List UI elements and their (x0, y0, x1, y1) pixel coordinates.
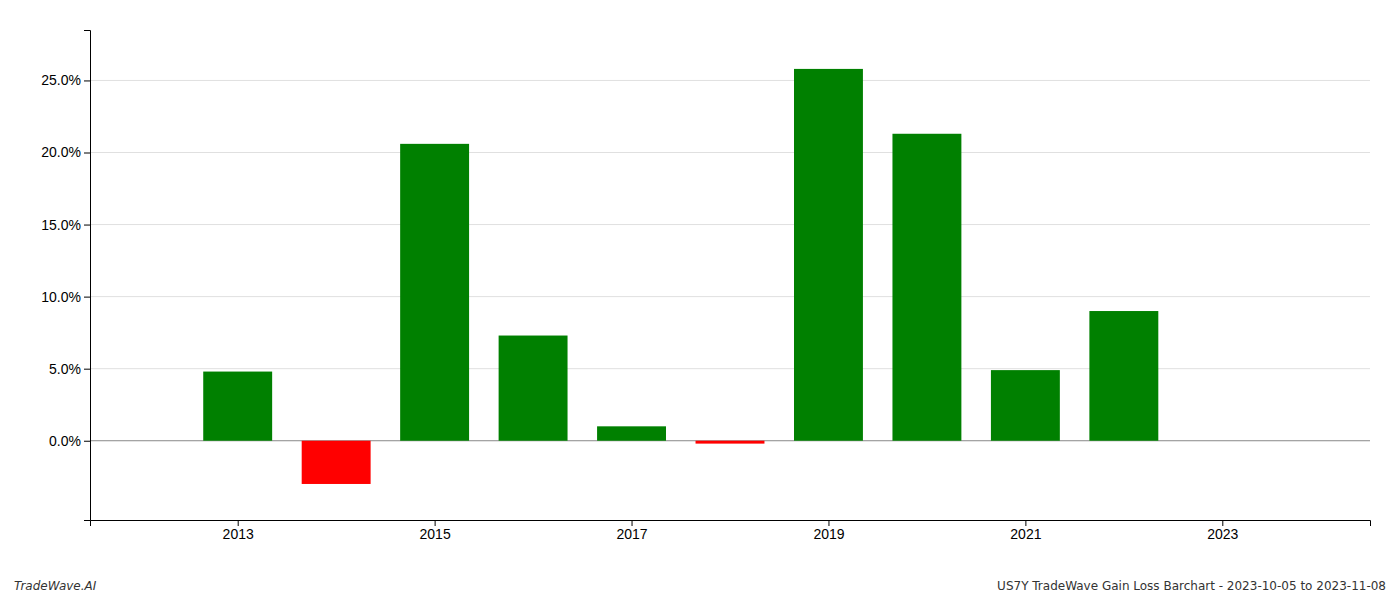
x-tick-label: 2013 (223, 526, 254, 542)
grid-line (90, 368, 1370, 369)
x-tick-label: 2015 (420, 526, 451, 542)
grid-line (90, 224, 1370, 225)
y-tick-mark (84, 225, 90, 226)
bar (1089, 311, 1158, 441)
x-tick: 2019 (813, 520, 844, 542)
bar (400, 144, 469, 441)
x-axis: 2013 2015 2017 2019 2021 2023 (91, 520, 1371, 542)
y-tick-label: 10.0% (41, 289, 81, 305)
y-tick-mark (84, 297, 90, 298)
y-tick-mark (84, 369, 90, 370)
x-axis-line (91, 521, 1371, 527)
bar (302, 441, 371, 484)
chart: 0.0% 5.0% 10.0% 15.0% 20.0% 25.0% 2013 2015 2017… (0, 0, 1400, 600)
y-tick-label: 0.0% (49, 433, 81, 449)
y-tick-mark (84, 80, 90, 81)
x-tick-label: 2017 (616, 526, 647, 542)
y-axis-line (84, 31, 91, 521)
y-tick: 0.0% (49, 433, 90, 449)
grid-line (90, 80, 1370, 81)
bar (597, 426, 666, 440)
x-tick: 2017 (616, 520, 647, 542)
x-tick-label: 2021 (1010, 526, 1041, 542)
bar (203, 372, 272, 441)
bar (499, 336, 568, 441)
grid (90, 80, 1370, 440)
footer-text: US7Y TradeWave Gain Loss Barchart - 2023… (997, 579, 1386, 593)
y-tick: 5.0% (49, 361, 90, 377)
y-tick-label: 5.0% (49, 361, 81, 377)
y-tick-label: 15.0% (41, 217, 81, 233)
x-tick: 2023 (1207, 520, 1238, 542)
y-tick: 15.0% (41, 217, 90, 233)
grid-line (90, 296, 1370, 297)
y-tick-mark (84, 441, 90, 442)
y-axis: 0.0% 5.0% 10.0% 15.0% 20.0% 25.0% (41, 31, 90, 521)
bars (203, 69, 1158, 484)
y-tick-label: 20.0% (41, 144, 81, 160)
bar (892, 134, 961, 441)
y-tick: 10.0% (41, 289, 90, 305)
x-tick-label: 2019 (813, 526, 844, 542)
y-tick-label: 25.0% (41, 72, 81, 88)
bar (991, 370, 1060, 441)
x-tick: 2013 (223, 520, 254, 542)
bar (696, 441, 765, 444)
bar (794, 69, 863, 441)
x-tick: 2021 (1010, 520, 1041, 542)
y-tick: 25.0% (41, 72, 90, 88)
plot-area: 0.0% 5.0% 10.0% 15.0% 20.0% 25.0% 2013 2015 2017… (41, 31, 1370, 542)
x-tick-label: 2023 (1207, 526, 1238, 542)
x-tick: 2015 (420, 520, 451, 542)
y-tick-mark (84, 153, 90, 154)
grid-line (90, 152, 1370, 153)
y-tick: 20.0% (41, 144, 90, 160)
footer-text: TradeWave.AI (14, 579, 97, 593)
